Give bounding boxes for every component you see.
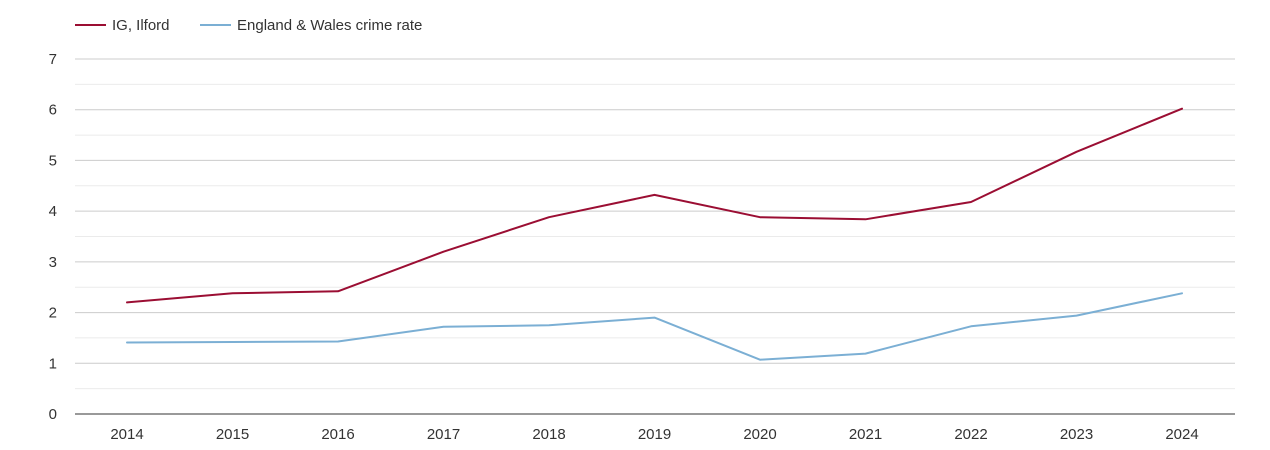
y-tick-label: 0 <box>49 406 57 423</box>
y-tick-label: 4 <box>49 203 57 220</box>
y-tick-label: 5 <box>49 152 57 169</box>
y-tick-label: 2 <box>49 305 57 322</box>
series-line-ilford <box>126 107 1183 304</box>
x-tick-label: 2023 <box>1060 426 1093 443</box>
x-tick-label: 2019 <box>638 426 671 443</box>
x-axis-tick-labels: 2014 2015 2016 2017 2018 2019 2020 2021 2022 2023… <box>110 426 1198 443</box>
x-tick-label: 2021 <box>849 426 882 443</box>
gridlines <box>75 58 1235 390</box>
legend-label-ilford: IG, Ilford <box>112 17 170 34</box>
y-tick-label: 1 <box>49 355 57 372</box>
x-tick-label: 2015 <box>216 426 249 443</box>
y-tick-label: 3 <box>49 254 57 271</box>
y-tick-label: 7 <box>49 51 57 68</box>
y-tick-label: 6 <box>49 102 57 119</box>
x-tick-label: 2016 <box>321 426 354 443</box>
x-tick-label: 2024 <box>1165 426 1198 443</box>
legend-label-england-wales: England & Wales crime rate <box>237 17 422 34</box>
x-tick-label: 2017 <box>427 426 460 443</box>
x-tick-label: 2020 <box>743 426 776 443</box>
series-line-england-wales <box>126 292 1183 361</box>
legend: IG, Ilford England & Wales crime rate <box>75 17 422 34</box>
x-tick-label: 2014 <box>110 426 143 443</box>
x-tick-label: 2018 <box>532 426 565 443</box>
x-tick-label: 2022 <box>954 426 987 443</box>
y-axis-tick-labels: 0 1 2 3 4 5 6 7 <box>49 51 57 423</box>
series-lines <box>126 107 1183 361</box>
